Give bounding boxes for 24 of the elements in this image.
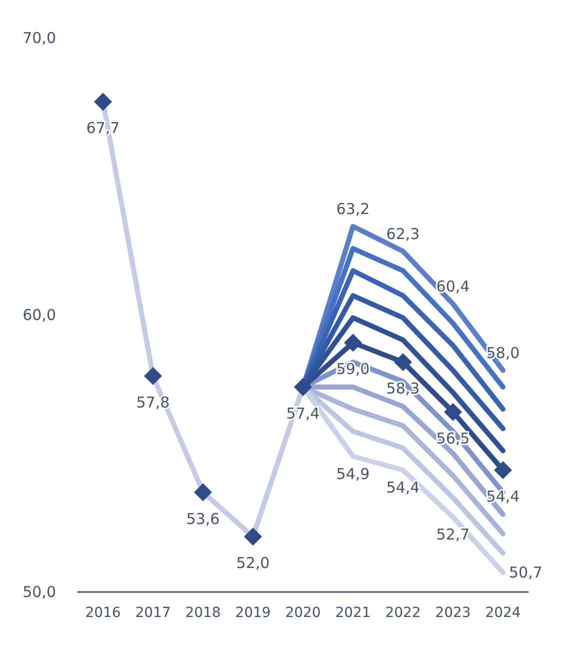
data-label: 63,2 [336,200,370,218]
x-tick-label: 2023 [435,605,471,621]
data-label: 53,6 [186,510,220,528]
data-label: 67,7 [86,119,120,138]
data-label: 50,7 [509,564,542,582]
data-label: 54,4 [386,478,420,497]
y-tick-label: 50,0 [22,583,56,601]
x-tick-label: 2017 [135,605,171,621]
x-tick-label: 2020 [285,605,321,621]
data-label: 62,3 [386,224,420,243]
y-tick-label: 60,0 [22,306,56,324]
x-tick-label: 2016 [85,605,121,621]
data-label: 57,8 [136,393,170,412]
data-label: 52,0 [236,554,270,572]
data-label: 60,4 [436,277,470,296]
data-label: 54,9 [336,464,370,483]
data-label: 57,4 [286,404,320,423]
x-tick-label: 2019 [235,605,271,621]
data-label: 52,7 [436,526,470,544]
x-tick-label: 2018 [185,605,221,621]
x-tick-label: 2022 [385,605,421,621]
x-tick-label: 2024 [485,605,521,621]
y-tick-label: 70,0 [22,29,56,47]
x-tick-label: 2021 [335,605,371,621]
